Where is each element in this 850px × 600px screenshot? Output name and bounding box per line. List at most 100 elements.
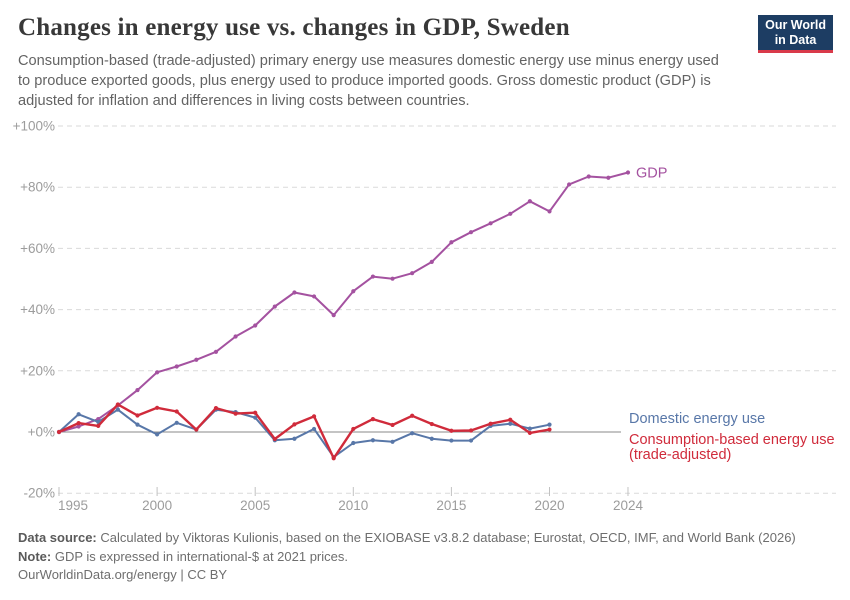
chart-subtitle: Consumption-based (trade-adjusted) prima… xyxy=(18,53,719,110)
owid-logo[interactable]: Our World in Data xyxy=(758,15,833,53)
data-point[interactable] xyxy=(56,429,62,435)
data-point[interactable] xyxy=(292,436,297,441)
data-point[interactable] xyxy=(253,415,258,420)
data-point[interactable] xyxy=(351,426,356,432)
data-point[interactable] xyxy=(155,405,160,410)
owid-logo-line1: Our World xyxy=(765,18,826,32)
data-point[interactable] xyxy=(233,334,238,339)
data-point[interactable] xyxy=(527,426,532,431)
data-source-text: Calculated by Viktoras Kulionis, based o… xyxy=(100,530,796,545)
data-point[interactable] xyxy=(135,387,140,393)
data-point[interactable] xyxy=(96,423,101,428)
y-tick-label: +100% xyxy=(13,119,55,134)
data-point[interactable] xyxy=(586,174,591,179)
data-point[interactable] xyxy=(331,313,336,318)
data-point[interactable] xyxy=(213,349,219,354)
data-point[interactable] xyxy=(547,422,552,427)
data-point[interactable] xyxy=(468,438,474,443)
data-point[interactable] xyxy=(76,421,81,426)
data-point[interactable] xyxy=(76,424,81,429)
data-point[interactable] xyxy=(331,456,336,461)
consumption-based-energy-use-trade-adjusted-line[interactable] xyxy=(57,403,551,460)
data-point[interactable] xyxy=(292,290,297,295)
data-point[interactable] xyxy=(547,427,552,432)
data-point[interactable] xyxy=(174,409,179,414)
x-axis: 1995 2000 2005 2010 2015 2020 2024 xyxy=(58,487,643,513)
data-point[interactable] xyxy=(253,410,258,415)
data-point[interactable] xyxy=(311,426,317,432)
data-point[interactable] xyxy=(410,413,415,418)
data-point[interactable] xyxy=(311,414,317,419)
data-point[interactable] xyxy=(174,420,179,425)
gdp-line[interactable] xyxy=(58,171,629,433)
data-point[interactable] xyxy=(233,411,238,416)
chart-header: Changes in energy use vs. changes in GDP… xyxy=(18,14,760,111)
data-point[interactable] xyxy=(194,427,199,432)
data-point[interactable] xyxy=(527,430,532,436)
series-domestic-energy-use[interactable] xyxy=(56,407,552,460)
data-point[interactable] xyxy=(468,230,474,235)
y-tick-label: +60% xyxy=(20,241,55,256)
x-tick-label: 1995 xyxy=(58,498,88,513)
data-point[interactable] xyxy=(606,175,611,180)
data-point[interactable] xyxy=(370,438,376,443)
data-point[interactable] xyxy=(311,294,317,299)
data-point[interactable] xyxy=(625,170,631,175)
data-point[interactable] xyxy=(253,323,258,328)
data-point[interactable] xyxy=(508,211,513,216)
series-label-consumption-based-energy-use-trade-adjusted: Consumption-based energy use xyxy=(629,432,835,448)
data-point[interactable] xyxy=(390,422,395,428)
data-source-line: Data source: Calculated by Viktoras Kuli… xyxy=(18,529,832,548)
data-point[interactable] xyxy=(272,436,277,442)
y-tick-label: +80% xyxy=(20,180,55,195)
series-gdp[interactable] xyxy=(56,170,631,435)
domestic-energy-use-line[interactable] xyxy=(58,408,551,459)
chart-footer: Data source: Calculated by Viktoras Kuli… xyxy=(18,529,832,585)
y-tick-label: +20% xyxy=(20,363,55,378)
data-source-label: Data source: xyxy=(18,530,97,545)
x-tick-label: 2010 xyxy=(338,498,368,513)
data-point[interactable] xyxy=(527,199,532,204)
data-point[interactable] xyxy=(370,417,376,422)
note-label: Note: xyxy=(18,548,52,564)
data-point[interactable] xyxy=(351,440,356,446)
data-point[interactable] xyxy=(567,182,572,187)
data-point[interactable] xyxy=(449,428,454,433)
data-point[interactable] xyxy=(115,402,120,407)
data-point[interactable] xyxy=(410,271,415,276)
data-point[interactable] xyxy=(488,421,493,426)
data-point[interactable] xyxy=(155,432,160,437)
data-point[interactable] xyxy=(76,412,81,417)
page-title: Changes in energy use vs. changes in GDP… xyxy=(18,14,570,41)
data-point[interactable] xyxy=(272,304,277,309)
data-point[interactable] xyxy=(213,406,219,411)
data-point[interactable] xyxy=(547,209,552,214)
data-point[interactable] xyxy=(410,431,415,436)
owid-logo-line2: in Data xyxy=(774,33,817,47)
data-point[interactable] xyxy=(351,289,356,294)
series-consumption-based-energy-use-trade-adjusted[interactable] xyxy=(56,402,552,461)
data-point[interactable] xyxy=(429,259,434,264)
data-point[interactable] xyxy=(370,274,376,279)
license-link[interactable]: OurWorldinData.org/energy | CC BY xyxy=(18,567,228,583)
data-point[interactable] xyxy=(449,438,454,443)
data-point[interactable] xyxy=(135,413,140,418)
data-point[interactable] xyxy=(449,240,454,245)
data-point[interactable] xyxy=(194,357,199,362)
data-point[interactable] xyxy=(292,422,297,427)
data-point[interactable] xyxy=(468,428,474,433)
data-point[interactable] xyxy=(429,421,434,427)
data-point[interactable] xyxy=(429,436,434,441)
data-point[interactable] xyxy=(135,422,140,427)
data-point[interactable] xyxy=(115,407,120,412)
data-point[interactable] xyxy=(174,364,179,369)
data-point[interactable] xyxy=(390,439,395,444)
x-tick-label: 2000 xyxy=(142,498,172,513)
data-point[interactable] xyxy=(155,370,160,375)
data-point[interactable] xyxy=(508,417,513,422)
data-point[interactable] xyxy=(488,221,493,226)
data-point[interactable] xyxy=(508,421,513,426)
data-point[interactable] xyxy=(390,276,395,281)
